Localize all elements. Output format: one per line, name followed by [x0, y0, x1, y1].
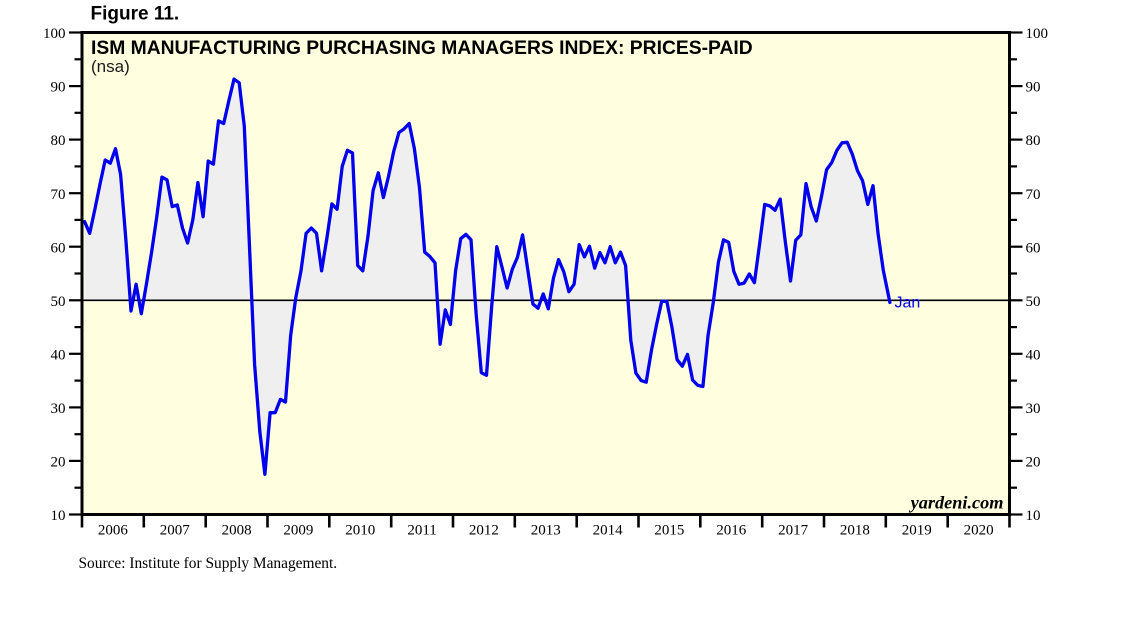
- svg-text:2011: 2011: [407, 523, 436, 539]
- svg-text:2020: 2020: [964, 523, 994, 539]
- svg-text:50: 50: [1026, 294, 1041, 310]
- svg-text:100: 100: [1026, 26, 1049, 42]
- svg-text:Jan: Jan: [895, 295, 921, 312]
- svg-text:Figure 11.: Figure 11.: [91, 4, 180, 25]
- svg-text:50: 50: [51, 294, 66, 310]
- svg-text:20: 20: [1026, 455, 1041, 471]
- svg-text:(nsa): (nsa): [91, 57, 130, 76]
- svg-text:2008: 2008: [222, 523, 252, 539]
- svg-text:2006: 2006: [98, 523, 129, 539]
- svg-text:80: 80: [51, 133, 66, 149]
- svg-text:2014: 2014: [593, 523, 624, 539]
- svg-text:2012: 2012: [469, 523, 499, 539]
- svg-text:90: 90: [1026, 80, 1041, 96]
- svg-text:100: 100: [43, 26, 66, 42]
- svg-text:30: 30: [51, 401, 66, 417]
- svg-text:Source: Institute for Supply M: Source: Institute for Supply Management.: [79, 555, 338, 572]
- svg-text:40: 40: [1026, 347, 1041, 363]
- svg-text:yardeni.com: yardeni.com: [909, 492, 1004, 512]
- svg-text:60: 60: [51, 240, 66, 256]
- svg-text:2010: 2010: [345, 523, 375, 539]
- svg-text:60: 60: [1026, 240, 1041, 256]
- svg-text:2017: 2017: [778, 523, 809, 539]
- svg-text:80: 80: [1026, 133, 1041, 149]
- svg-text:2013: 2013: [531, 523, 561, 539]
- svg-text:2016: 2016: [716, 523, 747, 539]
- svg-text:70: 70: [51, 187, 66, 203]
- svg-text:2019: 2019: [902, 523, 932, 539]
- svg-text:30: 30: [1026, 401, 1041, 417]
- svg-text:ISM MANUFACTURING PURCHASING M: ISM MANUFACTURING PURCHASING MANAGERS IN…: [91, 38, 753, 59]
- svg-text:2009: 2009: [283, 523, 313, 539]
- svg-text:20: 20: [51, 455, 66, 471]
- svg-text:10: 10: [1026, 508, 1041, 524]
- svg-text:90: 90: [51, 80, 66, 96]
- svg-text:2007: 2007: [160, 523, 191, 539]
- svg-text:40: 40: [51, 347, 66, 363]
- svg-text:2015: 2015: [654, 523, 684, 539]
- svg-text:70: 70: [1026, 187, 1041, 203]
- svg-text:10: 10: [51, 508, 66, 524]
- svg-text:2018: 2018: [840, 523, 870, 539]
